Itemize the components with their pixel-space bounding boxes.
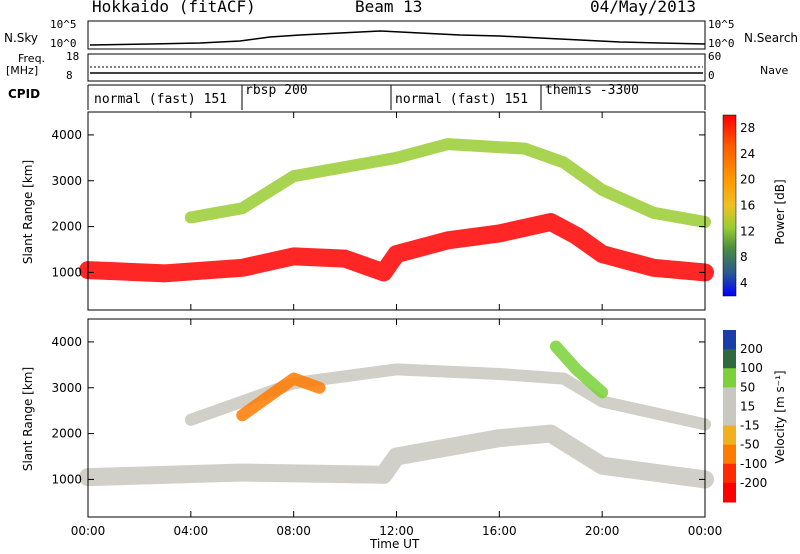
nsky-panel xyxy=(87,20,706,50)
nave-tick-bottom: 0 xyxy=(708,69,715,82)
cpid-segment-4: themis -3300 xyxy=(545,83,639,98)
nave-label: Nave xyxy=(760,64,789,77)
velocity-colorbar-tick: -200 xyxy=(740,476,767,490)
velocity-colorbar-tick: 15 xyxy=(740,399,755,413)
echo-band-upper-band xyxy=(184,138,711,228)
power-frame xyxy=(87,111,706,311)
nsky-label: N.Sky xyxy=(4,31,39,45)
power-colorbar-tick: 4 xyxy=(740,276,748,290)
ytick-label: 4000 xyxy=(51,335,82,349)
beam-title: Beam 13 xyxy=(355,0,423,16)
power-colorbar-tick: 16 xyxy=(740,199,755,213)
velocity-colorbar-block xyxy=(723,387,736,407)
freq-tick-bottom: 8 xyxy=(66,69,73,82)
nsky-trace xyxy=(89,30,706,46)
power-colorbar-label: Power [dB] xyxy=(773,179,787,245)
nsky-tick-top: 10^5 xyxy=(50,18,77,31)
velocity-frame xyxy=(87,318,706,518)
velocity-colorbar-label: Velocity [m s⁻¹] xyxy=(773,370,787,464)
power-colorbar-tick: 24 xyxy=(740,147,755,161)
power-ylabel: Slant Range [km] xyxy=(21,159,35,265)
velocity-colorbar-tick: 50 xyxy=(740,380,755,394)
power-colorbar-tick: 20 xyxy=(740,173,755,187)
xtick-label: 16:00 xyxy=(482,524,517,538)
velocity-colorbar-tick: 200 xyxy=(740,342,763,356)
ytick-label: 2000 xyxy=(51,427,82,441)
velocity-colorbar-block xyxy=(723,444,736,465)
xtick-label: 00:00 xyxy=(71,524,106,538)
power-colorbar-tick: 28 xyxy=(740,121,755,135)
power-colorbar-tick: 12 xyxy=(740,224,755,238)
echo-band-main-band xyxy=(79,213,714,283)
ytick-label: 3000 xyxy=(51,381,82,395)
freq-panel xyxy=(87,53,706,82)
velocity-colorbar-block xyxy=(723,330,736,350)
ytick-label: 2000 xyxy=(51,220,82,234)
velocity-ylabel: Slant Range [km] xyxy=(21,366,35,472)
velocity-colorbar-tick: -50 xyxy=(740,438,760,452)
velocity-colorbar: 200 100 50 15 -15 -50 -100 -200 xyxy=(723,330,767,503)
velocity-colorbar-block xyxy=(723,368,736,388)
echo-band-orange-region xyxy=(236,372,326,422)
nsearch-label: N.Search xyxy=(744,31,799,45)
nsky-tick-bottom: 10^0 xyxy=(50,37,77,50)
velocity-panel: 1000 2000 3000 4000 00:00 04:00 08:00 12:00 16:0… xyxy=(51,319,722,538)
xtick-label: 08:00 xyxy=(276,524,311,538)
xtick-label: 20:00 xyxy=(585,524,620,538)
velocity-colorbar-block xyxy=(723,406,736,427)
nsearch-tick-top: 10^5 xyxy=(708,18,735,31)
cpid-segment-1: normal (fast) 151 xyxy=(94,92,228,107)
ytick-label: 1000 xyxy=(51,265,82,279)
cpid-segment-2: rbsp 200 xyxy=(245,83,308,98)
xtick-label: 00:00 xyxy=(688,524,723,538)
ytick-label: 4000 xyxy=(51,128,82,142)
velocity-colorbar-block xyxy=(723,482,736,503)
velocity-colorbar-tick: -100 xyxy=(740,457,767,471)
cpid-segment-3: normal (fast) 151 xyxy=(395,92,529,107)
xlabel: Time UT xyxy=(370,537,420,551)
velocity-colorbar-block xyxy=(723,349,736,369)
cpid-label: CPID xyxy=(8,87,41,101)
nsearch-tick-bottom: 10^0 xyxy=(708,37,735,50)
freq-label-1: Freq. xyxy=(18,52,46,65)
freq-label-2: [MHz] xyxy=(6,64,39,77)
date-title: 04/May/2013 xyxy=(590,0,696,16)
station-title: Hokkaido (fitACF) xyxy=(92,0,256,16)
velocity-colorbar-block xyxy=(723,425,736,446)
echo-band-green-region xyxy=(549,340,609,399)
ytick-label: 1000 xyxy=(51,472,82,486)
power-panel: 1000 2000 3000 4000 xyxy=(51,112,714,310)
velocity-colorbar-tick: 100 xyxy=(740,361,763,375)
ytick-label: 3000 xyxy=(51,174,82,188)
xtick-label: 12:00 xyxy=(379,524,414,538)
velocity-colorbar-block xyxy=(723,463,736,484)
echo-band-main-band xyxy=(79,424,714,489)
power-colorbar-tick: 8 xyxy=(740,250,748,264)
freq-tick-top: 18 xyxy=(66,50,80,63)
power-colorbar xyxy=(722,114,737,297)
nave-tick-top: 60 xyxy=(708,50,722,63)
velocity-colorbar-tick: -15 xyxy=(740,419,760,433)
xtick-label: 04:00 xyxy=(174,524,209,538)
